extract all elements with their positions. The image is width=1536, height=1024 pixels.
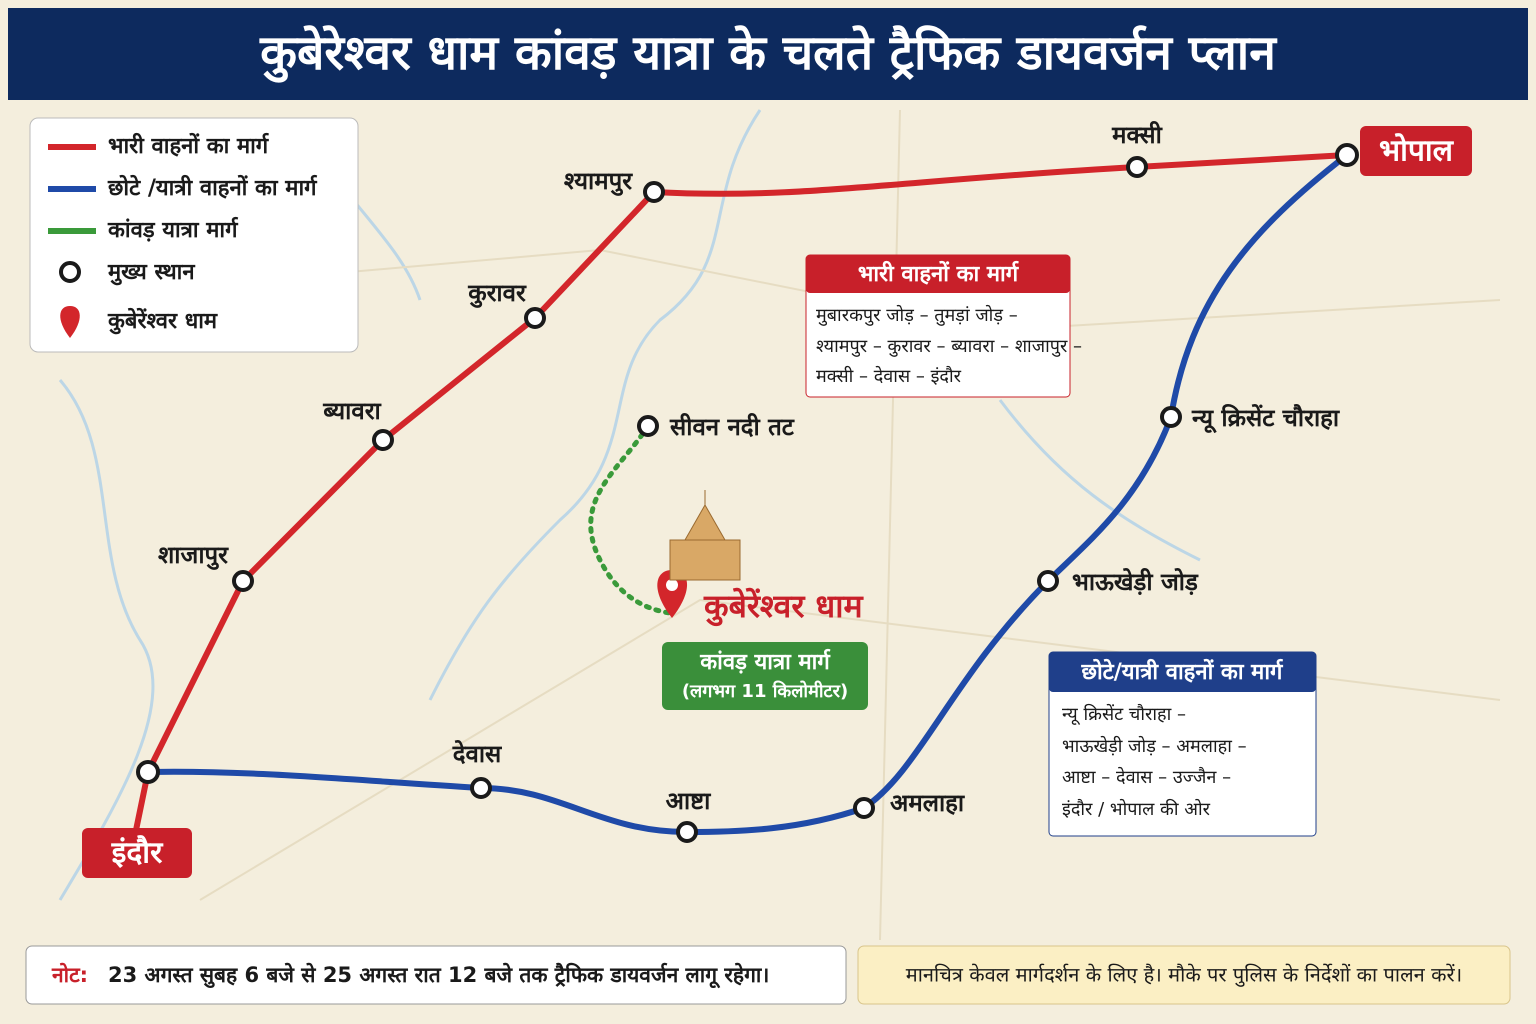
light-box-line: भाऊखेड़ी जोड़ – अमलाहा – <box>1062 735 1247 757</box>
legend-label: छोटे /यात्री वाहनों का मार्ग <box>107 174 318 201</box>
place-label: कुरावर <box>467 279 527 308</box>
kanwar-box-subtitle: (लगभग 11 किलोमीटर) <box>682 680 848 702</box>
light-box-line: न्यू क्रिसेंट चौराहा – <box>1062 703 1186 725</box>
dham-label: कुबेरेंश्वर धाम <box>703 587 865 627</box>
title-bar <box>8 8 1528 100</box>
place-label: आष्टा <box>666 787 712 815</box>
legend-swatch <box>60 306 80 338</box>
legend-swatch <box>59 261 81 283</box>
legend <box>29 117 359 353</box>
kanwar-box <box>662 642 868 710</box>
place-markers <box>136 143 1359 843</box>
city-badge <box>82 828 192 878</box>
place-label: श्यामपुर <box>564 167 633 196</box>
heavy-box-line: मक्सी – देवास – इंदौर <box>816 365 962 387</box>
place-label: देवास <box>452 740 502 768</box>
temple-icon <box>669 490 741 581</box>
disclaimer: मानचित्र केवल मार्गदर्शन के लिए है। मौके… <box>906 963 1463 988</box>
heavy-box-title: भारी वाहनों का मार्ग <box>858 260 1020 287</box>
place-label: ब्यावरा <box>322 397 381 425</box>
disclaimer-box <box>857 945 1511 1005</box>
place-label: अमलाहा <box>890 789 965 817</box>
dham-pin <box>657 570 688 618</box>
place-label: शाजापुर <box>158 541 229 570</box>
light-box-title: छोटे/यात्री वाहनों का मार्ग <box>1081 658 1284 685</box>
legend-label: भारी वाहनों का मार्ग <box>108 132 270 159</box>
legend-label: मुख्य स्थान <box>107 260 195 286</box>
place-label: मक्सी <box>1111 121 1163 149</box>
place-label: सीवन नदी तट <box>669 413 795 441</box>
legend-label: कांवड़ यात्रा मार्ग <box>107 216 239 243</box>
note-text: 23 अगस्त सुबह 6 बजे से 25 अगस्त रात 12 ब… <box>108 962 769 989</box>
title: कुबेरेश्वर धाम कांवड़ यात्रा के चलते ट्र… <box>259 25 1278 83</box>
place-label: न्यू क्रिसेंट चौराहा <box>1191 404 1340 434</box>
place-label: भाऊखेड़ी जोड़ <box>1072 568 1199 596</box>
light-box-line: इंदौर / भोपाल की ओर <box>1062 798 1211 820</box>
note-box <box>25 945 847 1005</box>
light-box-line: आष्टा – देवास – उज्जैन – <box>1062 766 1231 788</box>
place-label: इंदौर <box>111 835 164 871</box>
pin-dot <box>666 579 678 591</box>
place-label: भोपाल <box>1379 133 1455 169</box>
heavy-box-header <box>806 255 1070 293</box>
legend-label: कुबेरेंश्वर धाम <box>107 307 218 335</box>
light-box-header <box>1049 652 1316 692</box>
kanwar-route <box>588 423 673 616</box>
heavy-box-line: श्यामपुर – कुरावर – ब्यावरा – शाजापुर – <box>816 336 1082 357</box>
note-label: नोट: <box>51 962 88 987</box>
city-badge <box>1360 126 1472 176</box>
kanwar-box-title: कांवड़ यात्रा मार्ग <box>699 648 831 675</box>
heavy-box-line: मुबारकपुर जोड़ – तुमड़ां जोड़ – <box>816 304 1018 326</box>
